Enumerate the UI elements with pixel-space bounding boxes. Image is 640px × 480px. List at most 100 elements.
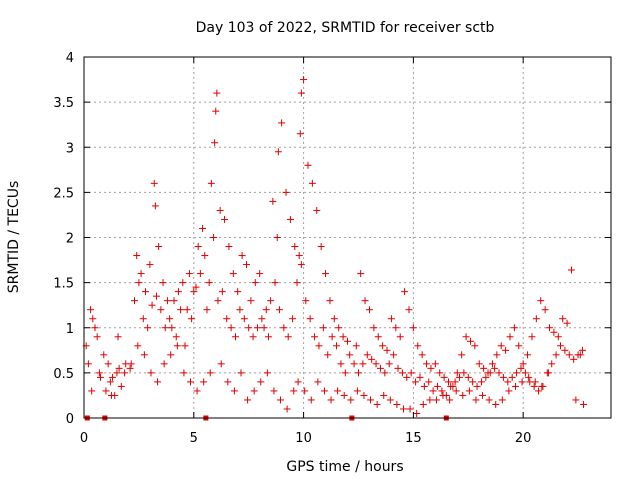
data-point (238, 252, 246, 260)
data-point (528, 333, 536, 341)
data-point (479, 391, 487, 399)
y-tick-label: 1.5 (53, 277, 74, 292)
data-point (517, 364, 525, 372)
data-point (291, 243, 299, 251)
data-point (106, 378, 114, 386)
data-point (224, 378, 232, 386)
data-point (497, 342, 505, 350)
data-point (398, 369, 406, 377)
data-point (127, 360, 135, 368)
data-point (532, 315, 540, 323)
data-point (296, 130, 304, 138)
data-point (337, 360, 345, 368)
data-point (277, 396, 285, 404)
data-point (174, 288, 182, 296)
data-point (102, 387, 110, 395)
data-point (524, 351, 532, 359)
data-point (269, 197, 277, 205)
data-point (308, 179, 316, 187)
y-tick-label: 4 (66, 51, 74, 66)
data-points (82, 76, 588, 417)
data-point (434, 382, 442, 390)
data-point (508, 373, 516, 381)
data-point (339, 333, 347, 341)
data-point (471, 342, 479, 350)
data-point (535, 387, 543, 395)
data-point (521, 369, 529, 377)
data-point (307, 396, 315, 404)
data-point (290, 387, 298, 395)
data-point (214, 297, 222, 305)
data-point (546, 324, 554, 332)
data-point (294, 378, 302, 386)
data-point (407, 369, 415, 377)
data-point (205, 279, 213, 287)
data-point (140, 351, 148, 359)
data-point (493, 351, 501, 359)
data-point (230, 387, 238, 395)
data-point (273, 234, 281, 241)
data-point (367, 396, 375, 404)
data-point (190, 288, 198, 296)
data-point (352, 342, 360, 350)
data-point (473, 382, 481, 390)
data-point (237, 369, 245, 377)
data-point (311, 333, 319, 341)
x-tick-label: 0 (80, 431, 88, 446)
data-point (335, 324, 343, 332)
data-point (89, 315, 97, 323)
data-point (300, 76, 308, 84)
data-point (194, 243, 202, 251)
data-point (250, 387, 258, 395)
data-point (170, 297, 178, 305)
data-point (135, 279, 143, 287)
data-point (315, 342, 323, 350)
data-point (244, 396, 252, 404)
data-point (570, 355, 578, 363)
data-point (150, 179, 158, 187)
data-point (210, 234, 218, 241)
data-point (192, 283, 200, 291)
data-point (370, 324, 378, 332)
data-point (550, 328, 558, 336)
data-point (117, 382, 125, 390)
data-point (240, 315, 248, 323)
data-point (301, 387, 309, 395)
data-point (221, 215, 229, 223)
data-point (513, 369, 521, 377)
data-point (484, 369, 492, 377)
data-point (341, 369, 349, 377)
data-point (133, 252, 141, 260)
data-point (414, 342, 422, 350)
data-point (107, 391, 115, 399)
data-point (361, 297, 369, 305)
data-point (91, 324, 99, 332)
data-point (87, 306, 95, 314)
data-point (203, 306, 211, 314)
data-point (449, 382, 457, 390)
data-point (295, 252, 303, 260)
data-point (302, 297, 310, 305)
data-point (317, 243, 325, 251)
data-point (451, 378, 459, 386)
data-point (438, 387, 446, 395)
data-point (365, 306, 373, 314)
y-tick-label: 2 (66, 232, 74, 247)
data-point (173, 342, 181, 350)
data-point (278, 119, 286, 127)
data-point (401, 288, 409, 296)
data-point (510, 324, 518, 332)
x-axis: 0 5 10 15 20 (80, 57, 531, 446)
data-point (183, 306, 191, 314)
data-point (425, 378, 433, 386)
data-point (488, 360, 496, 368)
data-point (373, 400, 381, 408)
data-point (344, 337, 351, 345)
data-point (172, 333, 180, 341)
data-point (247, 297, 255, 305)
data-point (160, 360, 168, 368)
data-point (563, 319, 571, 327)
data-point (347, 396, 355, 404)
data-point (267, 297, 275, 305)
data-point (206, 369, 214, 377)
